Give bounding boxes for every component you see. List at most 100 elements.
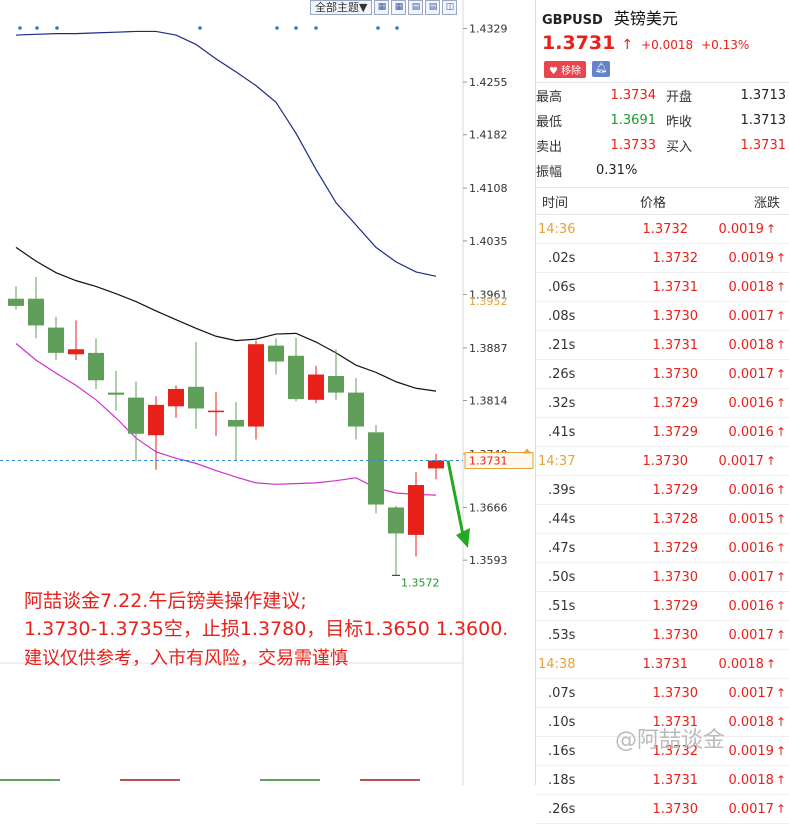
page-icon[interactable]: ▤ [425, 0, 441, 15]
remove-label: 移除 [561, 65, 582, 77]
highlight-price-label: 1.3952 [469, 295, 508, 308]
watermark: @阿喆谈金 [615, 728, 726, 753]
symbol-code: GBPUSD [542, 13, 603, 28]
tick-row[interactable]: .26s 1.3730 0.0017 ↑ [536, 360, 789, 389]
up-arrow-icon: ↑ [775, 714, 786, 729]
tick-price: 1.3731 [642, 656, 689, 672]
tick-time: .41s [548, 424, 576, 440]
bell-icon[interactable]: 🔔︎ [592, 61, 611, 77]
stat-label: 开盘 [666, 90, 693, 105]
tick-time: .50s [548, 569, 576, 585]
tick-change: 0.0018 [728, 714, 774, 730]
price-row: 1.3731 ↑ +0.0018 +0.13% [536, 29, 789, 56]
ma-slow-line [15, 30, 437, 277]
remove-button[interactable]: ♥ 移除 [544, 60, 587, 78]
panel-icon[interactable]: ◫ [442, 0, 458, 15]
signal-dot [275, 26, 279, 30]
tick-price: 1.3728 [652, 511, 699, 527]
tick-row[interactable]: 14:36 1.3732 0.0019 ↑ [536, 215, 789, 244]
low-marker-label: 1.3572 [401, 576, 440, 589]
theme-selector[interactable]: 全部主题▼ [310, 0, 373, 15]
tick-row[interactable]: .51s 1.3729 0.0016 ↑ [536, 592, 789, 621]
tick-row[interactable]: .07s 1.3730 0.0017 ↑ [536, 679, 789, 708]
tick-change: 0.0019 [728, 743, 774, 759]
tick-row[interactable]: .16s 1.3732 0.0019 ↑ [536, 737, 789, 766]
tick-change: 0.0017 [728, 685, 774, 701]
last-price: 1.3731 [542, 32, 616, 54]
quote-header: GBPUSD 英镑美元 [536, 0, 789, 29]
tick-price: 1.3730 [652, 801, 699, 817]
symbol-name: 英镑美元 [613, 9, 678, 28]
tick-row[interactable]: .18s 1.3731 0.0018 ↑ [536, 766, 789, 795]
candlestick-chart[interactable]: 1.4329 1.4255 1.4182 1.4108 1.4035 1.3961 1.38… [0, 0, 535, 785]
signal-dot [376, 26, 380, 30]
tick-price: 1.3729 [652, 395, 699, 411]
signal-dot [55, 26, 59, 30]
tick-row[interactable]: .08s 1.3730 0.0017 ↑ [536, 302, 789, 331]
up-arrow-icon: ↑ [765, 453, 776, 468]
candle-body [228, 420, 244, 427]
tick-time: .10s [548, 714, 576, 730]
tick-row[interactable]: .50s 1.3730 0.0017 ↑ [536, 563, 789, 592]
volume-strip [260, 779, 320, 781]
tick-time: 14:37 [538, 453, 576, 469]
tick-change: 0.0017 [728, 801, 774, 817]
tick-change: 0.0018 [728, 772, 774, 788]
tick-row[interactable]: .10s 1.3731 0.0018 ↑ [536, 708, 789, 737]
grid-icon[interactable]: ▦ [374, 0, 390, 15]
candle-body [428, 460, 444, 469]
stat-value: 1.3713 [740, 113, 787, 128]
signal-dot [198, 26, 202, 30]
tick-row[interactable]: .02s 1.3732 0.0019 ↑ [536, 244, 789, 273]
candle-body [108, 392, 124, 395]
up-arrow-icon: ↑ [775, 598, 786, 613]
grid-icon[interactable]: ▦ [391, 0, 407, 15]
tick-change: 0.0015 [728, 511, 774, 527]
stat-label: 最低 [536, 115, 563, 130]
ticks-head-time: 时间 [542, 195, 569, 211]
tick-row[interactable]: .32s 1.3729 0.0016 ↑ [536, 389, 789, 418]
tick-change: 0.0019 [728, 250, 774, 266]
chart-area[interactable]: 1.4329 1.4255 1.4182 1.4108 1.4035 1.3961 1.38… [0, 0, 535, 785]
tick-time: .18s [548, 772, 576, 788]
tick-row[interactable]: .39s 1.3729 0.0016 ↑ [536, 476, 789, 505]
ticks-list[interactable]: 14:36 1.3732 0.0019 ↑ .02s 1.3732 0.0019 ↑ .06s 1… [536, 215, 789, 824]
tick-row[interactable]: 14:37 1.3730 0.0017 ↑ [536, 447, 789, 476]
stat-row: 振幅 0.31% [536, 158, 789, 183]
tick-price: 1.3730 [652, 308, 699, 324]
price-axis-label: 1.4329 [469, 23, 508, 36]
candle-body [68, 349, 84, 355]
up-arrow-icon: ↑ [775, 250, 786, 265]
stat-value: 1.3713 [740, 88, 787, 103]
price-axis-label: 1.3593 [469, 554, 508, 567]
tick-row[interactable]: .44s 1.3728 0.0015 ↑ [536, 505, 789, 534]
tick-row[interactable]: .53s 1.3730 0.0017 ↑ [536, 621, 789, 650]
ma-fast-line [15, 343, 437, 496]
candle-body [28, 298, 44, 326]
candle-body [188, 386, 204, 409]
tick-time: 14:36 [538, 221, 576, 237]
tick-change: 0.0017 [718, 453, 764, 469]
tick-row[interactable]: .06s 1.3731 0.0018 ↑ [536, 273, 789, 302]
page-icon[interactable]: ▤ [408, 0, 424, 15]
quote-actions: ♥ 移除 🔔︎ [536, 56, 789, 80]
signal-dot [294, 26, 298, 30]
stat-row: 最高 1.3734 开盘 1.3713 [536, 83, 789, 108]
price-axis-label: 1.3887 [469, 342, 508, 355]
tick-time: .16s [548, 743, 576, 759]
tick-price: 1.3729 [652, 540, 699, 556]
tick-row[interactable]: .47s 1.3729 0.0016 ↑ [536, 534, 789, 563]
tick-row[interactable]: .21s 1.3731 0.0018 ↑ [536, 331, 789, 360]
up-arrow-icon: ↑ [775, 308, 786, 323]
tick-change: 0.0017 [728, 627, 774, 643]
tick-row[interactable]: 14:38 1.3731 0.0018 ↑ [536, 650, 789, 679]
up-arrow-icon: ↑ [775, 511, 786, 526]
tick-row[interactable]: .26s 1.3730 0.0017 ↑ [536, 795, 789, 824]
tick-price: 1.3732 [652, 250, 699, 266]
tick-row[interactable]: .41s 1.3729 0.0016 ↑ [536, 418, 789, 447]
tick-change: 0.0018 [728, 279, 774, 295]
tick-time: .32s [548, 395, 576, 411]
tick-time: .02s [548, 250, 576, 266]
quote-stats: 最高 1.3734 开盘 1.3713 最低 1.3691 昨收 1.3713 卖出 1.3733… [536, 82, 789, 183]
up-arrow-icon: ↑ [765, 221, 776, 236]
